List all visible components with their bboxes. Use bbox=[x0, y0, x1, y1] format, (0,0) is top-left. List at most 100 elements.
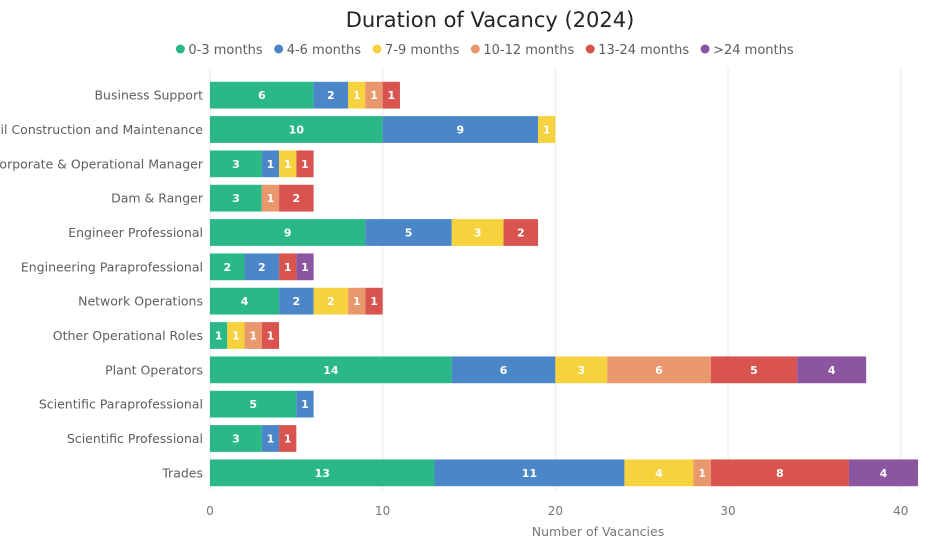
legend-item-24-months[interactable]: >24 months bbox=[700, 43, 794, 58]
bar-other-operational-roles-0-3-months[interactable] bbox=[210, 322, 228, 349]
bar-engineering-paraprofessional-4-6-months[interactable] bbox=[244, 253, 280, 281]
bar-scientific-paraprofessional-4-6-months[interactable] bbox=[296, 390, 314, 418]
bar-plant-operators-7-9-months[interactable] bbox=[555, 356, 608, 384]
data-label-dam-and-ranger-13-24-months: 2 bbox=[293, 192, 301, 205]
legend-marker-13-24-months bbox=[585, 44, 595, 54]
bar-trades-10-12-months[interactable] bbox=[693, 459, 711, 487]
bar-engineer-professional-4-6-months[interactable] bbox=[365, 219, 452, 246]
data-label-other-operational-roles-10-12-months: 1 bbox=[249, 330, 257, 343]
x-axis-ticks: 0 10 20 30 40 bbox=[206, 504, 908, 518]
data-label-trades-24-months: 4 bbox=[880, 467, 888, 480]
data-label-plant-operators-7-9-months: 3 bbox=[577, 364, 585, 377]
bar-business-support-7-9-months[interactable] bbox=[348, 81, 366, 109]
legend-label-7-9-months: 7-9 months bbox=[385, 43, 460, 58]
legend: 0-3 months 4-6 months 7-9 months 10-12 mont… bbox=[175, 43, 794, 58]
bar-row-trades: 13 11 4 1 8 4 bbox=[210, 459, 918, 487]
bar-business-support-0-3-months[interactable] bbox=[210, 81, 314, 109]
bar-plant-operators-24-months[interactable] bbox=[797, 356, 867, 384]
legend-marker-10-12-months bbox=[470, 44, 480, 54]
bar-corporate-and-operational-manager-4-6-months[interactable] bbox=[261, 150, 280, 178]
bar-corporate-and-operational-manager-7-9-months[interactable] bbox=[279, 150, 297, 178]
bar-other-operational-roles-7-9-months[interactable] bbox=[227, 322, 245, 349]
bar-engineering-paraprofessional-13-24-months[interactable] bbox=[279, 253, 297, 281]
bar-civil-construction-and-maintenance-0-3-months[interactable] bbox=[210, 116, 383, 143]
bar-engineer-professional-13-24-months[interactable] bbox=[503, 219, 539, 246]
bar-dam-and-ranger-13-24-months[interactable] bbox=[279, 184, 314, 212]
data-label-engineering-paraprofessional-24-months: 1 bbox=[301, 261, 309, 274]
bar-network-operations-0-3-months[interactable] bbox=[210, 287, 280, 315]
data-label-scientific-professional-0-3-months: 3 bbox=[232, 433, 240, 446]
data-label-trades-10-12-months: 1 bbox=[698, 467, 706, 480]
bar-trades-13-24-months[interactable] bbox=[710, 459, 849, 487]
category-label-engineering-paraprofessional: Engineering Paraprofessional bbox=[21, 259, 203, 274]
bar-civil-construction-and-maintenance-4-6-months[interactable] bbox=[382, 116, 539, 143]
category-label-engineer-professional: Engineer Professional bbox=[68, 225, 203, 240]
bar-engineering-paraprofessional-24-months[interactable] bbox=[296, 253, 314, 281]
chart-title: Duration of Vacancy (2024) bbox=[346, 8, 635, 32]
legend-item-0-3-months[interactable]: 0-3 months bbox=[175, 43, 263, 58]
data-label-corporate-and-operational-manager-7-9-months: 1 bbox=[284, 158, 292, 171]
bar-other-operational-roles-13-24-months[interactable] bbox=[261, 322, 280, 349]
bar-engineer-professional-7-9-months[interactable] bbox=[451, 219, 504, 246]
data-label-civil-construction-and-maintenance-4-6-months: 9 bbox=[457, 124, 465, 137]
data-label-trades-13-24-months: 8 bbox=[776, 467, 784, 480]
bar-scientific-paraprofessional-0-3-months[interactable] bbox=[210, 390, 297, 418]
bar-engineering-paraprofessional-0-3-months[interactable] bbox=[210, 253, 245, 281]
bar-engineer-professional-0-3-months[interactable] bbox=[210, 219, 366, 246]
data-label-scientific-paraprofessional-0-3-months: 5 bbox=[249, 398, 257, 411]
bar-scientific-professional-0-3-months[interactable] bbox=[210, 425, 262, 452]
bar-corporate-and-operational-manager-0-3-months[interactable] bbox=[210, 150, 262, 178]
bar-other-operational-roles-10-12-months[interactable] bbox=[244, 322, 262, 349]
legend-item-13-24-months[interactable]: 13-24 months bbox=[585, 43, 690, 58]
data-label-business-support-13-24-months: 1 bbox=[387, 89, 395, 102]
data-label-plant-operators-4-6-months: 6 bbox=[500, 364, 508, 377]
data-label-other-operational-roles-7-9-months: 1 bbox=[232, 330, 240, 343]
legend-item-4-6-months[interactable]: 4-6 months bbox=[274, 43, 361, 58]
bar-scientific-professional-13-24-months[interactable] bbox=[279, 425, 297, 452]
bar-trades-7-9-months[interactable] bbox=[624, 459, 694, 487]
data-label-dam-and-ranger-0-3-months: 3 bbox=[232, 192, 240, 205]
legend-item-10-12-months[interactable]: 10-12 months bbox=[470, 43, 575, 58]
bar-dam-and-ranger-0-3-months[interactable] bbox=[210, 184, 262, 212]
data-label-scientific-paraprofessional-4-6-months: 1 bbox=[301, 398, 309, 411]
bar-plant-operators-13-24-months[interactable] bbox=[710, 356, 798, 384]
data-label-network-operations-7-9-months: 2 bbox=[327, 295, 335, 308]
bar-plant-operators-10-12-months[interactable] bbox=[607, 356, 711, 384]
bar-row-plant-operators: 14 6 3 6 5 4 bbox=[210, 356, 867, 384]
bar-network-operations-7-9-months[interactable] bbox=[313, 287, 349, 315]
bar-business-support-10-12-months[interactable] bbox=[365, 81, 383, 109]
bar-network-operations-13-24-months[interactable] bbox=[365, 287, 383, 315]
bar-dam-and-ranger-10-12-months[interactable] bbox=[261, 184, 280, 212]
data-label-scientific-professional-13-24-months: 1 bbox=[284, 433, 292, 446]
legend-label-0-3-months: 0-3 months bbox=[188, 43, 263, 58]
category-label-civil-construction-and-maintenance: Civil Construction and Maintenance bbox=[0, 122, 203, 137]
bar-plant-operators-0-3-months[interactable] bbox=[210, 356, 452, 384]
data-label-business-support-4-6-months: 2 bbox=[327, 89, 335, 102]
bar-scientific-professional-4-6-months[interactable] bbox=[261, 425, 280, 452]
bar-trades-24-months[interactable] bbox=[848, 459, 918, 487]
data-label-engineering-paraprofessional-13-24-months: 1 bbox=[284, 261, 292, 274]
bar-business-support-4-6-months[interactable] bbox=[313, 81, 349, 109]
data-label-corporate-and-operational-manager-4-6-months: 1 bbox=[267, 158, 275, 171]
bar-business-support-13-24-months[interactable] bbox=[382, 81, 400, 109]
data-label-plant-operators-10-12-months: 6 bbox=[655, 364, 663, 377]
data-label-plant-operators-24-months: 4 bbox=[828, 364, 836, 377]
category-label-other-operational-roles: Other Operational Roles bbox=[53, 328, 203, 343]
bar-network-operations-10-12-months[interactable] bbox=[348, 287, 366, 315]
bar-corporate-and-operational-manager-13-24-months[interactable] bbox=[296, 150, 314, 178]
bar-plant-operators-4-6-months[interactable] bbox=[451, 356, 556, 384]
category-label-business-support: Business Support bbox=[94, 88, 203, 103]
legend-item-7-9-months[interactable]: 7-9 months bbox=[372, 43, 460, 58]
bar-trades-0-3-months[interactable] bbox=[210, 459, 435, 487]
bar-trades-4-6-months[interactable] bbox=[434, 459, 625, 487]
bar-row-engineer-professional: 9 5 3 2 bbox=[210, 219, 539, 246]
bar-civil-construction-and-maintenance-7-9-months[interactable] bbox=[538, 116, 556, 143]
legend-marker-0-3-months bbox=[175, 44, 185, 54]
category-label-scientific-professional: Scientific Professional bbox=[67, 431, 203, 446]
bar-network-operations-4-6-months[interactable] bbox=[279, 287, 314, 315]
category-label-corporate-and-operational-manager: Corporate & Operational Manager bbox=[0, 156, 204, 171]
